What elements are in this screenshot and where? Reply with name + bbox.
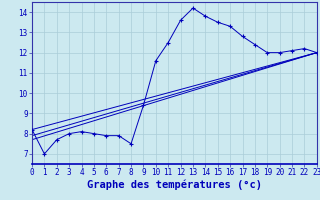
X-axis label: Graphe des températures (°c): Graphe des températures (°c) (87, 180, 262, 190)
